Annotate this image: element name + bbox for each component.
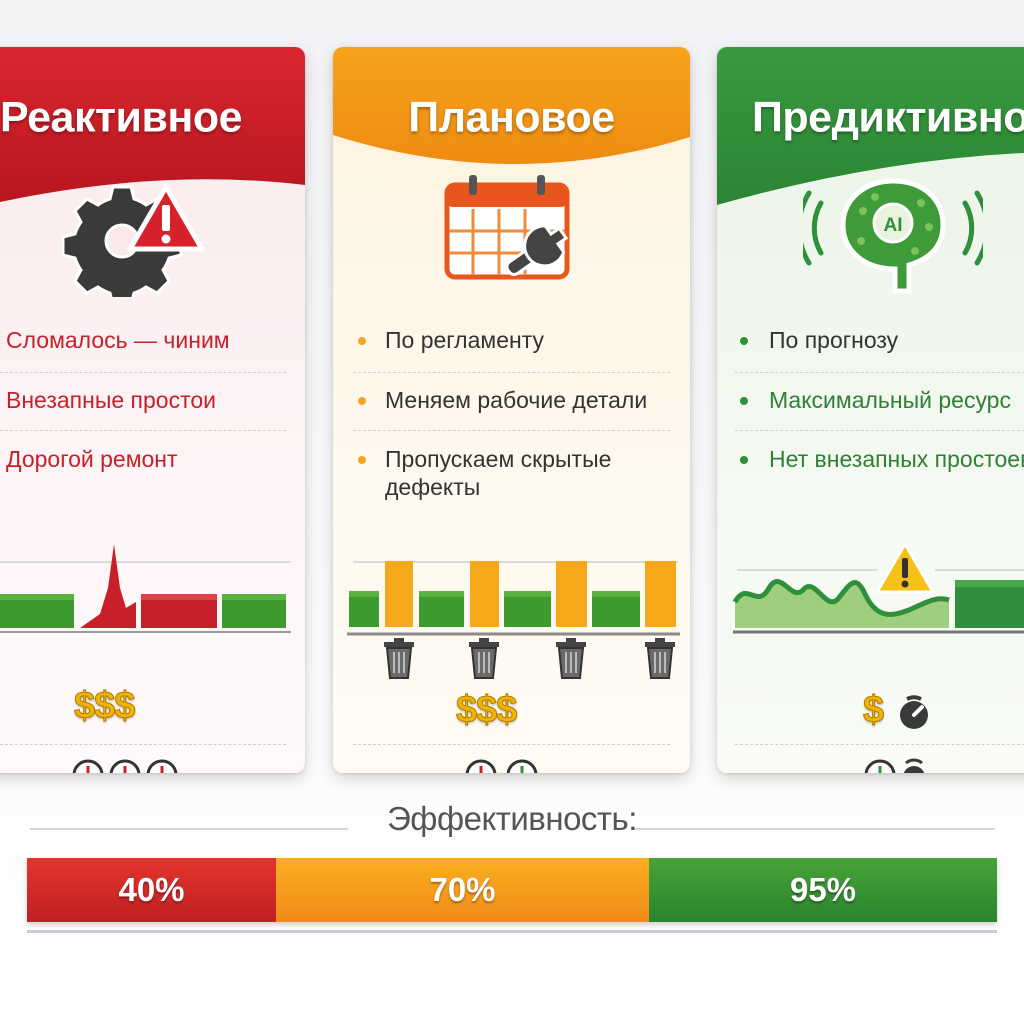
- divider: [735, 430, 1024, 431]
- efficiency-predictive: 95%: [649, 858, 997, 922]
- bullet-text: Пропускаем скрытые: [385, 446, 612, 472]
- bullet-text: Сломалось — чиним: [6, 327, 230, 353]
- divider: [0, 372, 286, 373]
- bullet-dot: [358, 337, 366, 345]
- divider: [353, 372, 670, 373]
- stopwatch-icon: [146, 759, 178, 773]
- divider: [353, 744, 670, 745]
- ai-brain-icon: AI: [803, 178, 983, 294]
- stopwatch-icon: [465, 759, 497, 773]
- bullet-text: Максимальный ресурс: [769, 387, 1011, 413]
- efficiency-bar: 40% 70% 95%: [27, 858, 997, 922]
- downtime-timers: [864, 758, 925, 773]
- bullet-dot: [740, 397, 748, 405]
- divider: [633, 828, 995, 830]
- bullet-dot: [740, 456, 748, 464]
- bullet-text: дефекты: [385, 474, 481, 500]
- trash-can-icon: [384, 638, 414, 679]
- divider: [0, 744, 286, 745]
- bullet-text: По регламенту: [385, 327, 544, 353]
- card-title: Предиктивное: [752, 93, 1024, 142]
- trash-can-icon: [556, 638, 586, 679]
- trash-can-icon: [469, 638, 499, 679]
- replacement-chart: [347, 561, 680, 679]
- efficiency-reactive: 40%: [27, 858, 276, 922]
- svg-text:AI: AI: [884, 215, 903, 236]
- stopwatch-icon: [506, 759, 538, 773]
- divider: [735, 744, 1024, 745]
- gear-warning-icon: [62, 184, 205, 297]
- card-header-planned: Плановое: [333, 47, 690, 207]
- downtime-chart: [0, 544, 291, 633]
- divider: [0, 430, 286, 431]
- card-title: Плановое: [408, 93, 615, 142]
- bullet-text: Дорогой ремонт: [6, 446, 178, 472]
- condition-chart: [732, 542, 1024, 634]
- stopwatch-icon: [72, 759, 104, 773]
- stopwatch-icon: [109, 759, 141, 773]
- efficiency-title: Эффективность:: [387, 800, 637, 837]
- downtime-timers: [465, 759, 538, 773]
- card-planned: Плановое По регламенту Меняем рабочие де…: [333, 47, 690, 773]
- bullet-text: Нет внезапных простоев: [769, 446, 1024, 472]
- cost-indicator: $$$: [455, 689, 517, 732]
- card-reactive: Реактивное Сломалось — чиним Внезапные п…: [0, 47, 305, 773]
- cost-indicator: $: [862, 689, 884, 732]
- divider: [735, 372, 1024, 373]
- bullet-text: По прогнозу: [769, 327, 899, 353]
- trash-can-icon: [645, 638, 675, 679]
- gauge-icon: [900, 695, 928, 729]
- bullet-dot: [358, 397, 366, 405]
- downtime-timers: [72, 759, 178, 773]
- bullet-dot: [740, 337, 748, 345]
- efficiency-planned: 70%: [276, 858, 649, 922]
- card-title: Реактивное: [0, 93, 243, 142]
- card-header-reactive: Реактивное: [0, 47, 305, 207]
- bullet-text: Внезапные простои: [6, 387, 216, 413]
- divider: [353, 430, 670, 431]
- cost-indicator: $$$: [73, 685, 135, 728]
- divider: [30, 828, 348, 830]
- card-predictive: Предиктивное AI По прогнозу Максимальный…: [717, 47, 1024, 773]
- divider: [27, 930, 997, 933]
- bullet-dot: [358, 456, 366, 464]
- card-header-predictive: Предиктивное: [717, 47, 1024, 207]
- stopwatch-icon: [864, 759, 896, 773]
- calendar-wrench-icon: [444, 175, 570, 280]
- bullet-text: Меняем рабочие детали: [385, 387, 648, 413]
- gauge-icon: [903, 758, 925, 773]
